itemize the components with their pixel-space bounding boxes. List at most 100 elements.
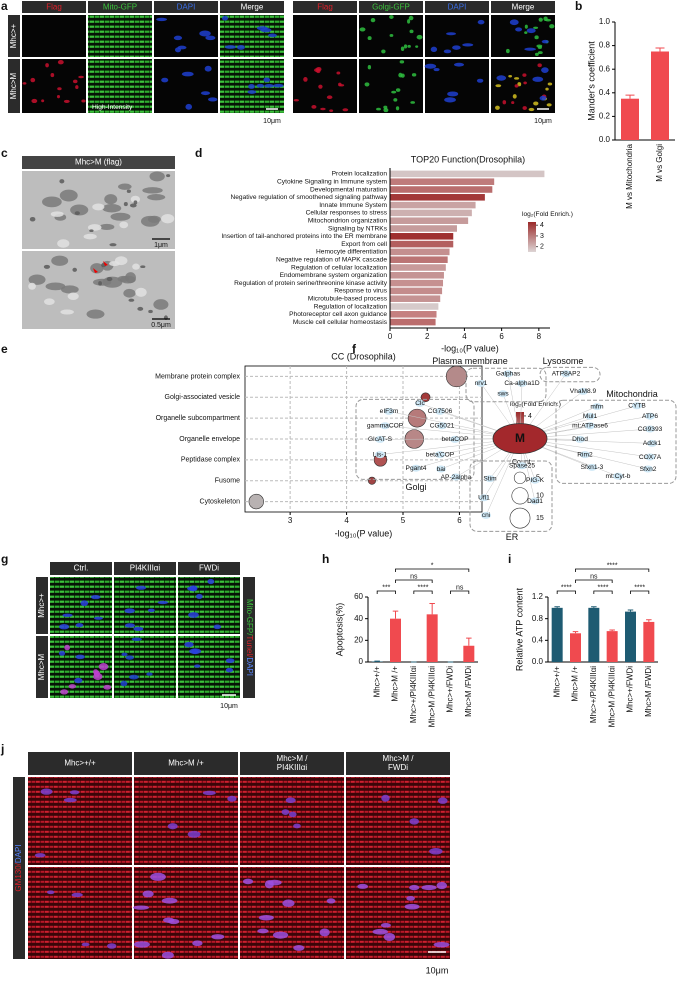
cell-signal: [248, 84, 255, 89]
column-header: Mhc>M /: [383, 754, 415, 763]
cell-signal: [410, 101, 416, 104]
cell-signal: [45, 63, 49, 68]
bar: [588, 607, 600, 662]
cell-signal: [132, 905, 150, 910]
y-tick-label: Protein localization: [332, 171, 388, 178]
cell-signal: [446, 32, 456, 36]
error-bar: [554, 606, 560, 608]
cell-signal: [98, 281, 102, 286]
y-tick-label: Regulation of cellular localization: [291, 264, 387, 271]
cell-signal: [389, 34, 394, 37]
x-tick-label: 4: [344, 516, 349, 525]
panel-label: j: [0, 742, 4, 756]
cell-signal: [103, 684, 112, 690]
group-box: [469, 460, 553, 532]
cell-signal: [56, 94, 61, 99]
row-header: Mhc>M: [9, 72, 18, 99]
node-label: Rim2: [577, 451, 593, 458]
cell-signal: [80, 600, 89, 607]
cell-signal: [64, 644, 71, 651]
arrowhead: [93, 268, 98, 273]
cell-signal: [242, 878, 254, 885]
cell-signal: [524, 47, 537, 51]
cell-signal: [67, 292, 79, 301]
column-header-bg: [28, 752, 132, 775]
node-dot: [632, 402, 642, 410]
cell-signal: [74, 211, 80, 216]
node-dot: [578, 387, 588, 395]
y-tick-label: Insertion of tail-anchored proteins into…: [221, 233, 387, 240]
node-dot: [437, 422, 447, 430]
cell-signal: [118, 183, 132, 190]
cell-signal: [63, 99, 70, 103]
bar: [570, 633, 581, 662]
colorbar: [528, 222, 536, 252]
colorbar-tick-label: 3: [540, 233, 544, 240]
node-dot: [645, 412, 655, 420]
cell-signal: [547, 82, 553, 86]
node-label: Dad1: [527, 498, 543, 505]
node-dot: [613, 472, 623, 480]
column-header-bg: [346, 752, 450, 775]
significance-label: ****: [607, 562, 618, 569]
cell-signal: [433, 67, 440, 72]
cell-signal: [256, 83, 265, 88]
bubble: [445, 365, 468, 388]
node-label: Sfxn2: [640, 466, 657, 473]
y-tick-label: Negative regulation of MAPK cascade: [276, 256, 387, 263]
significance-bracket: [575, 568, 650, 572]
cell-signal: [380, 923, 391, 928]
column-header: Mhc>M /+: [168, 759, 204, 768]
row-header-bg: [36, 577, 48, 634]
y-tick-label: Organelle envelope: [179, 436, 240, 443]
cell-signal: [153, 299, 169, 310]
y-tick-label: Golgi-associated vesicle: [165, 394, 241, 401]
cell-signal: [320, 107, 326, 111]
cell-signal: [285, 797, 296, 804]
cell-signal: [120, 275, 136, 284]
node-label: eIF3m: [380, 408, 399, 415]
x-axis-title: -log₁₀(P value): [441, 343, 499, 353]
cell-signal: [282, 899, 295, 907]
micrograph: [240, 867, 344, 959]
node-label: Mul1: [583, 413, 598, 420]
cell-signal: [68, 684, 77, 689]
colorbar-tick-label: 4: [540, 222, 544, 229]
cell-signal: [202, 790, 216, 796]
bar: [390, 618, 401, 662]
cell-signal: [132, 263, 140, 270]
micrograph: [178, 577, 240, 634]
cell-signal: [75, 654, 85, 660]
y-tick-label: Hemocyte differentiation: [316, 249, 387, 256]
significance-bracket: [556, 590, 576, 594]
bar: [651, 51, 669, 140]
cell-signal: [177, 45, 187, 50]
cell-signal: [166, 174, 171, 178]
cell-signal: [120, 680, 128, 687]
group-title: ER: [506, 532, 519, 542]
group-box: [465, 367, 547, 403]
error-bar: [627, 609, 634, 612]
column-header: Mhc>M /: [277, 754, 309, 763]
cell-signal: [433, 941, 450, 948]
significance-label: ****: [598, 584, 609, 591]
node-dot: [592, 403, 602, 411]
y-tick-label: 1.0: [599, 17, 611, 26]
side-label-part: GM130/: [14, 862, 23, 891]
scale-bar-label: 10μm: [220, 703, 238, 710]
title-bg: [22, 156, 175, 169]
node-dot: [530, 497, 540, 505]
row-header: Mhc>+: [37, 593, 46, 618]
cell-signal: [50, 73, 55, 78]
legend-title: log₂(Fold Enrich.): [522, 211, 573, 218]
error-bar: [466, 637, 472, 646]
cell-signal: [505, 48, 510, 54]
cell-signal: [462, 43, 474, 47]
cell-signal: [184, 641, 194, 648]
cell-signal: [293, 98, 299, 102]
node-dot: [517, 462, 527, 470]
cell-signal: [370, 18, 376, 23]
column-header: Golgi-GFP: [372, 3, 410, 12]
bar: [390, 287, 443, 295]
